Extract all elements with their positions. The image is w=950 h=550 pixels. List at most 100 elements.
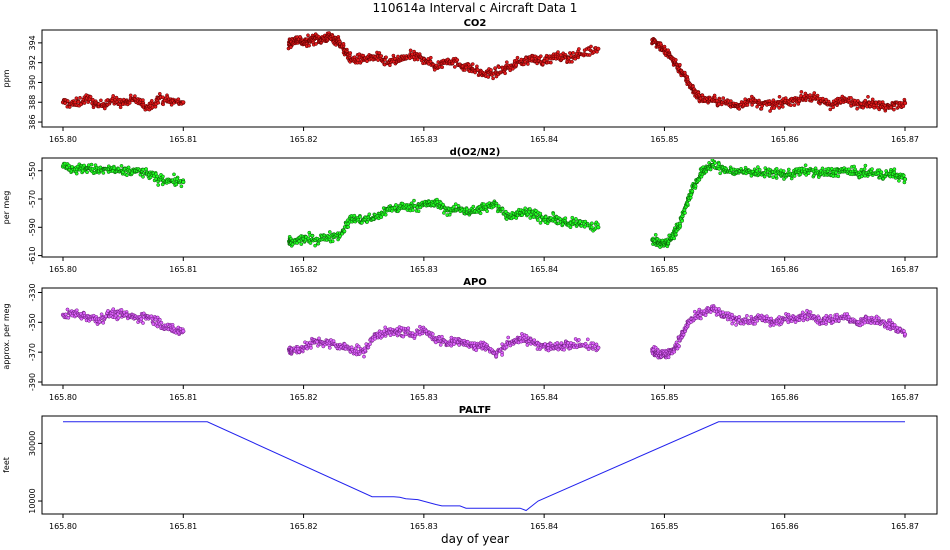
data-point <box>792 174 797 178</box>
data-point <box>658 41 663 46</box>
data-point <box>161 174 165 179</box>
data-point <box>543 215 548 220</box>
data-point <box>111 307 116 312</box>
data-point <box>85 170 89 175</box>
data-point <box>828 107 833 112</box>
data-point <box>846 314 851 319</box>
data-point <box>288 45 293 50</box>
data-point <box>806 171 811 176</box>
data-point <box>503 71 507 76</box>
altitude-line <box>63 421 905 512</box>
x-tick-label: 165.82 <box>290 393 318 402</box>
data-point <box>440 334 444 339</box>
data-point <box>395 327 399 331</box>
data-point <box>342 342 347 347</box>
data-point <box>591 341 596 346</box>
data-point <box>111 94 116 98</box>
x-tick-label: 165.85 <box>650 522 678 531</box>
data-point <box>862 167 867 171</box>
y-tick-label: 392 <box>28 55 37 70</box>
data-point <box>781 169 786 173</box>
data-point <box>737 318 741 322</box>
data-point <box>401 334 406 339</box>
panel-title: APO <box>463 277 487 288</box>
data-point <box>118 105 123 110</box>
data-point <box>141 174 145 179</box>
data-point <box>169 102 174 107</box>
y-axis-label: per meg <box>2 191 11 225</box>
data-point <box>156 183 161 187</box>
y-axis-label: ppm <box>2 69 11 87</box>
data-point <box>346 225 351 229</box>
x-tick-label: 165.86 <box>771 135 799 144</box>
data-point <box>327 345 332 350</box>
data-point <box>309 346 313 350</box>
data-point <box>388 333 393 338</box>
data-point <box>358 214 362 219</box>
data-point <box>380 334 385 339</box>
data-point <box>428 59 433 64</box>
x-tick-label: 165.86 <box>771 393 799 402</box>
data-point <box>99 98 103 103</box>
data-point <box>799 90 804 94</box>
data-point <box>126 165 131 170</box>
data-point <box>731 319 736 324</box>
data-point <box>82 101 87 105</box>
x-tick-label: 165.80 <box>49 522 77 531</box>
data-point <box>788 103 793 108</box>
y-tick-label: -610 <box>28 247 37 265</box>
data-point <box>528 207 532 211</box>
data-point <box>535 218 540 222</box>
data-point <box>574 217 578 221</box>
data-points <box>60 304 908 360</box>
data-point <box>410 208 415 212</box>
data-point <box>734 323 738 327</box>
data-point <box>156 100 161 105</box>
y-axis-label: approx. per meg <box>2 303 11 369</box>
data-point <box>491 76 495 81</box>
plot-frame <box>41 29 938 128</box>
data-point <box>181 329 186 334</box>
data-point <box>861 105 865 110</box>
data-point <box>67 163 71 168</box>
data-point <box>500 207 505 211</box>
data-point <box>465 207 469 212</box>
data-point <box>808 93 812 97</box>
data-point <box>101 171 106 175</box>
panel-paltf: PALTF 165.80 165.81 165.82 165.83 165.84 165.8… <box>2 405 938 531</box>
data-point <box>777 315 782 319</box>
y-tick-label: -570 <box>28 190 37 208</box>
data-point <box>577 47 581 51</box>
data-point <box>745 313 749 318</box>
plot-frame <box>41 157 938 258</box>
data-point <box>506 335 511 340</box>
data-point <box>139 316 144 321</box>
data-point <box>90 97 95 102</box>
data-point <box>792 103 797 107</box>
data-point <box>771 98 776 103</box>
data-point <box>892 167 897 172</box>
y-tick-label: 386 <box>28 114 37 129</box>
data-point <box>316 241 321 246</box>
data-point <box>866 94 870 99</box>
data-point <box>159 320 164 325</box>
data-point <box>415 57 420 62</box>
data-point <box>745 103 750 107</box>
data-point <box>308 241 313 245</box>
plot-frame <box>41 287 938 386</box>
data-points <box>60 159 908 249</box>
data-point <box>119 164 124 168</box>
data-point <box>471 204 476 209</box>
data-point <box>570 215 575 220</box>
data-point <box>829 166 834 171</box>
data-point <box>383 212 388 217</box>
data-point <box>589 221 594 226</box>
data-point <box>76 100 81 104</box>
y-tick-label: 30000 <box>28 431 37 456</box>
data-point <box>384 55 388 60</box>
data-point <box>596 225 601 230</box>
data-point <box>755 104 759 109</box>
x-tick-label: 165.80 <box>49 265 77 274</box>
data-point <box>538 211 543 216</box>
y-tick-label: -550 <box>28 162 37 180</box>
